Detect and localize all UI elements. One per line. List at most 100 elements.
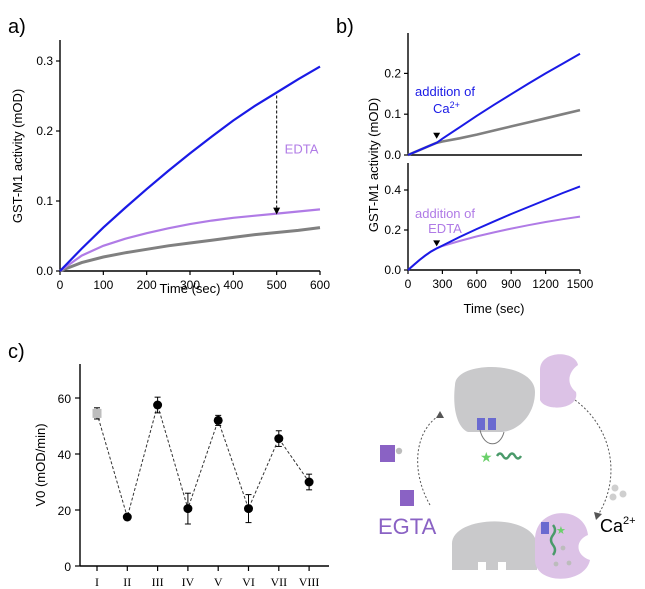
panel-a-edta-arrowhead [273,207,281,215]
panel-a-x-label: Time (sec) [160,281,221,296]
panel-b-bottom-annotation-line1: addition of [415,206,475,221]
panel-b-x-tick-label: 300 [432,277,452,291]
panel-a-y-tick-label: 0.3 [36,54,53,68]
panel-b-bottom-y-tick-label: 0.4 [384,183,401,197]
panel-c-y-tick-label: 40 [58,448,72,462]
panel-b-top-series [407,52,581,157]
panel-a-y-tick-label: 0.2 [36,124,53,138]
panel-c-x-tick-label: I [95,575,99,589]
panel-b-x-tick-label: 1200 [532,277,559,291]
panel-b-bottom-y-ticks: 0.0 0.2 0.4 [384,183,408,277]
panel-c-point [274,434,284,444]
star-icon: ★ [480,449,493,465]
panel-a-line-control [59,226,321,273]
top-linker [479,429,505,445]
panel-b-top-y-tick-label: 0.0 [384,148,401,162]
panel-b-bottom-line-calcium [407,185,581,271]
panel-b-top-line-calcium [407,52,581,156]
panel-a-x-tick-label: 0 [57,278,64,292]
panel-c-point [213,415,223,425]
panel-b-y-label: GST-M1 activity (mOD) [366,98,381,232]
ca-ion-2 [619,490,627,498]
panel-c-x-tick-label: IV [182,575,195,589]
panel-c-point [92,408,102,418]
panel-b-x-tick-label: 600 [467,277,487,291]
panel-a-x-tick-label: 100 [93,278,113,292]
blue-domain-2 [488,418,496,430]
ion-dot-1 [560,545,566,551]
panel-b-bottom-y-tick-label: 0.2 [384,223,401,237]
panel-c-y-tick-label: 20 [58,504,72,518]
panel-b-x-tick-label: 1500 [567,277,594,291]
panel-c-y-label: V0 (mOD/min) [33,423,48,506]
panel-b-bottom-annotation-line2: EDTA [428,221,462,236]
panel-a-x-ticks: 0 100 200 300 400 500 600 [57,271,330,292]
cycle-diagram: ★ EGTA ★ Ca2+ [378,354,636,579]
panel-b-bottom-y-tick-label: 0.0 [384,263,401,277]
panel-b-bottom-arrowhead [433,240,441,247]
panel-b-bottom-series [407,185,581,271]
panel-b-top-y-tick-label: 0.1 [384,107,401,121]
ca-ion-1 [611,484,619,492]
panel-a-y-tick-label: 0.1 [36,194,53,208]
panel-c-x-tick-label: V [214,575,223,589]
panel-b-top-line-control [407,108,581,157]
panel-a-y-tick-label: 0.0 [36,264,53,278]
panel-b-top-annotation-line2: Ca2+ [433,100,460,116]
arc-right [574,399,612,516]
helix-bound [549,524,557,556]
panel-b-top-annotation-line1: addition of [415,84,475,99]
gray-notch-2 [498,562,506,570]
panel-b: b) 0.0 0.1 0.2 0.0 0.2 0.4 0 300 600 900 1200 150… [336,16,594,316]
panel-c-x-ticks: I II III IV V VI VII VIII [95,566,319,589]
panel-a-series [59,65,321,273]
purple-chelator-bottom [400,490,414,506]
arc-left [417,414,441,506]
panel-c-x-tick-label: VII [270,575,287,589]
panel-a-y-label: GST-M1 activity (mOD) [10,89,25,223]
panel-c-connector [96,403,310,519]
arc-left-arrowhead [436,411,444,418]
panel-c-y-ticks: 0 20 40 60 [58,392,80,574]
panel-a: a) 0 100 200 300 400 500 600 0.0 0.1 0.2 0.3 EDTA… [8,16,330,296]
gray-notch-1 [478,562,486,570]
panel-b-top-arrowhead [433,132,441,139]
ion-dot-3 [566,560,572,566]
helix-peptide [495,452,523,460]
panel-b-x-ticks: 0 300 600 900 1200 1500 [405,270,594,291]
star-bound-icon: ★ [556,525,566,537]
panel-c-y-tick-label: 0 [64,560,71,574]
panel-a-line-edta [59,208,321,272]
panel-b-x-tick-label: 0 [405,277,412,291]
purple-chelator-top [380,445,395,462]
panel-a-x-tick-label: 300 [180,278,200,292]
panel-c-point [183,504,193,514]
panel-b-label: b) [336,16,354,38]
ca-ion-3 [609,493,617,501]
panel-c-point [122,512,132,522]
ion-dot-chelator [395,447,403,455]
panel-a-x-tick-label: 200 [137,278,157,292]
panel-a-y-ticks: 0.0 0.1 0.2 0.3 [36,54,60,278]
panel-a-x-tick-label: 500 [267,278,287,292]
ca-label: Ca2+ [600,515,636,536]
panel-a-line-calcium [59,65,321,272]
panel-b-x-label: Time (sec) [464,301,525,316]
panel-c-y-tick-label: 60 [58,392,72,406]
panel-c-point [244,504,253,514]
blue-domain-1 [477,418,485,430]
panel-a-edta-label: EDTA [285,142,319,157]
panel-c-x-tick-label: III [152,575,164,589]
egta-label: EGTA [378,514,437,539]
panel-a-label: a) [8,16,26,38]
panel-b-top-y-tick-label: 0.2 [384,66,401,80]
blue-domain-bound [541,522,549,534]
gray-protein-bottom [451,521,537,570]
panel-a-x-tick-label: 600 [310,278,330,292]
panel-c-point [304,477,314,487]
panel-c-label: c) [8,341,25,363]
panel-c-point [153,400,163,410]
panel-b-x-tick-label: 900 [501,277,521,291]
